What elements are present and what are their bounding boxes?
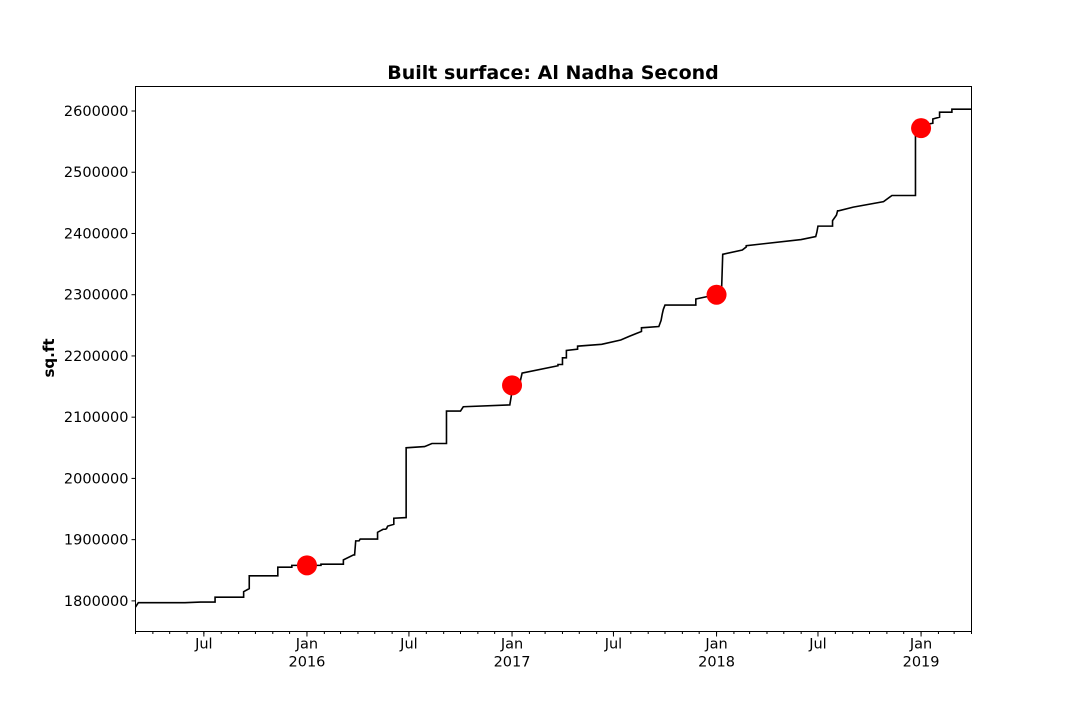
- x-tick-year-label: 2017: [494, 655, 531, 671]
- x-tick-year-label: 2016: [289, 655, 326, 671]
- chart-title: Built surface: Al Nadha Second: [387, 62, 719, 84]
- y-tick-label: 2000000: [64, 471, 129, 487]
- y-tick-label: 2600000: [64, 104, 129, 120]
- built-surface-line: [134, 108, 972, 608]
- x-tick-year-label: 2018: [698, 655, 735, 671]
- y-tick-label: 1800000: [64, 594, 129, 610]
- x-tick-label: Jan: [500, 637, 523, 653]
- x-axis: Jul Jan 2016 Jul Jan 2017 Jul Jan 2018 Jul Jan 2019: [135, 631, 972, 671]
- y-tick-label: 2300000: [64, 288, 129, 304]
- x-tick-label: Jan: [704, 637, 727, 653]
- y-tick-label: 2200000: [64, 349, 129, 365]
- y-tick-label: 1900000: [64, 533, 129, 549]
- x-tick-label: Jul: [808, 637, 827, 653]
- x-tick-year-label: 2019: [903, 655, 940, 671]
- x-tick-label: Jul: [399, 637, 418, 653]
- year-marker-point: [911, 118, 932, 139]
- year-marker-point: [296, 555, 317, 576]
- year-marker-point: [502, 375, 523, 396]
- axes-frame: [135, 86, 972, 632]
- year-marker-point: [706, 284, 727, 305]
- y-axis: 1800000 1900000 2000000 2100000 2200000 23000…: [64, 104, 136, 610]
- y-tick-label: 2400000: [64, 226, 129, 242]
- x-tick-label: Jan: [295, 637, 318, 653]
- x-tick-label: Jul: [604, 637, 623, 653]
- x-tick-label: Jul: [194, 637, 213, 653]
- y-tick-label: 2500000: [64, 165, 129, 181]
- y-axis-label: sq.ft: [40, 338, 58, 377]
- plot-area: 1800000 1900000 2000000 2100000 2200000 23000…: [64, 86, 972, 671]
- series-layer: [134, 108, 972, 608]
- x-tick-label: Jan: [909, 637, 932, 653]
- y-tick-label: 2100000: [64, 410, 129, 426]
